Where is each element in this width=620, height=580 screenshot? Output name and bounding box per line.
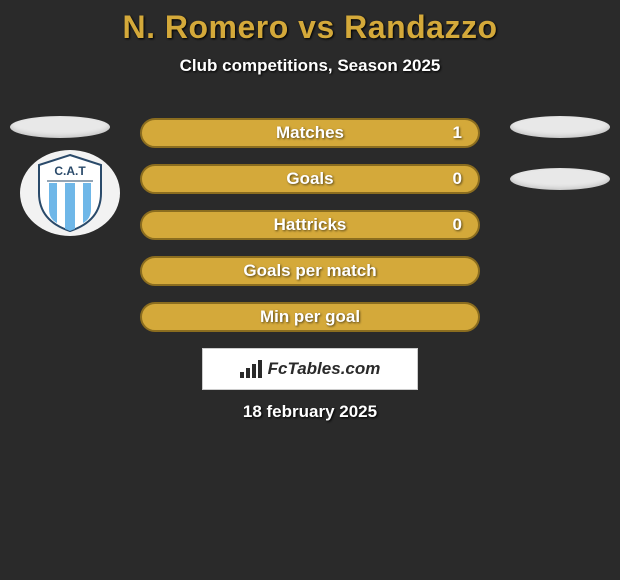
stat-row-goals-per-match: Goals per match — [140, 256, 480, 286]
stat-value: 0 — [453, 215, 462, 235]
stat-row-matches: Matches 1 — [140, 118, 480, 148]
season-subtitle: Club competitions, Season 2025 — [0, 56, 620, 76]
watermark-text: FcTables.com — [268, 359, 381, 379]
right-player-placeholder-icon — [510, 116, 610, 138]
stat-label: Goals per match — [243, 261, 376, 281]
stat-row-goals: Goals 0 — [140, 164, 480, 194]
stat-row-min-per-goal: Min per goal — [140, 302, 480, 332]
infographic-container: N. Romero vs Randazzo Club competitions,… — [0, 0, 620, 422]
stat-label: Min per goal — [260, 307, 360, 327]
stat-row-hattricks: Hattricks 0 — [140, 210, 480, 240]
badge-text: C.A.T — [54, 164, 86, 178]
stat-label: Matches — [276, 123, 344, 143]
stat-value: 0 — [453, 169, 462, 189]
stats-area: C.A.T Matches 1 Goals 0 Hattricks 0 Goal… — [0, 118, 620, 332]
bar-chart-icon — [240, 360, 262, 378]
cat-shield-icon: C.A.T — [35, 153, 105, 233]
stat-label: Goals — [286, 169, 333, 189]
page-title: N. Romero vs Randazzo — [0, 9, 620, 46]
stat-value: 1 — [453, 123, 462, 143]
date-label: 18 february 2025 — [0, 402, 620, 422]
stat-label: Hattricks — [274, 215, 347, 235]
left-team-badge: C.A.T — [20, 150, 120, 236]
left-player-placeholder-icon — [10, 116, 110, 138]
right-team-placeholder-icon — [510, 168, 610, 190]
watermark-box: FcTables.com — [202, 348, 418, 390]
